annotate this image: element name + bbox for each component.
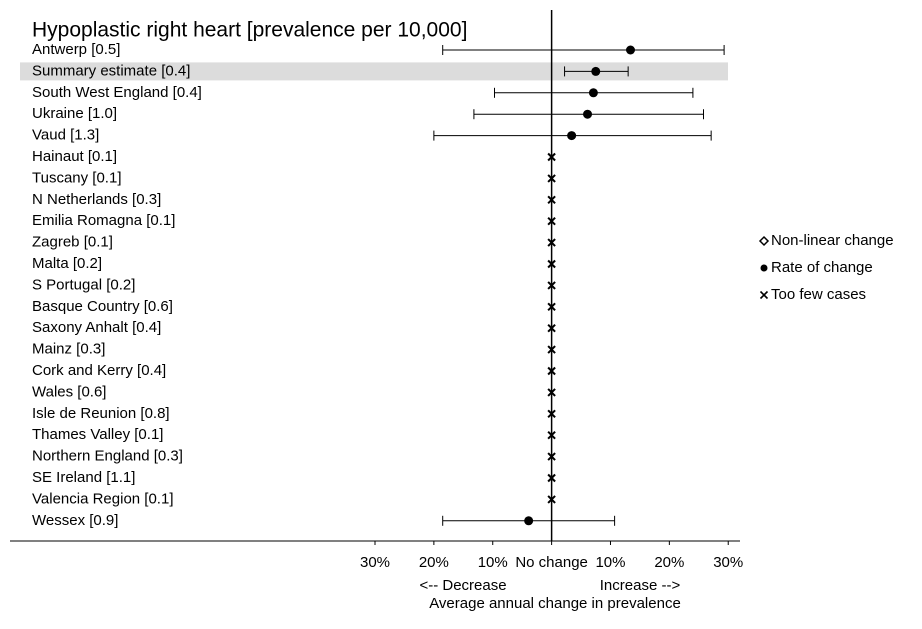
row-label: Zagreb [0.1] [32,234,113,251]
row-label: Basque Country [0.6] [32,298,173,315]
legend-label: Non-linear change [771,232,894,249]
estimate-point [583,109,593,119]
x-tick-label: 20% [419,554,449,571]
row-label: Summary estimate [0.4] [32,62,190,79]
row-label: Thames Valley [0.1] [32,426,163,443]
x-tick-label: 30% [713,554,743,571]
row-label: Cork and Kerry [0.4] [32,362,166,379]
row-label: Saxony Anhalt [0.4] [32,319,161,336]
x-tick-label: 30% [360,554,390,571]
row-label: N Netherlands [0.3] [32,191,161,208]
row-label: Wessex [0.9] [32,512,118,529]
too-few-marker [547,430,556,440]
row-label: Malta [0.2] [32,255,102,272]
estimate-point [591,66,601,76]
row-label: S Portugal [0.2] [32,276,135,293]
too-few-marker [547,366,556,376]
estimate-point [626,45,635,55]
row-label: Emilia Romagna [0.1] [32,212,175,229]
too-few-marker [547,345,556,354]
x-axis-label: Average annual change in prevalence [429,595,681,612]
row-label: Ukraine [1.0] [32,105,117,122]
legend-label: Rate of change [771,259,873,276]
x-tick-label: 10% [478,554,508,571]
row-label: Isle de Reunion [0.8] [32,405,170,422]
row-label: SE Ireland [1.1] [32,469,135,486]
decrease-label: <-- Decrease [419,577,506,594]
row-label: Antwerp [0.5] [32,41,120,58]
row-label: Tuscany [0.1] [32,169,122,186]
too-few-marker [547,473,556,483]
chart-title: Hypoplastic right heart [prevalence per … [32,19,467,42]
row-label: Hainaut [0.1] [32,148,117,165]
row-label: Valencia Region [0.1] [32,490,173,507]
x-tick-label: 10% [595,554,625,571]
too-few-marker [547,452,556,461]
too-few-marker [547,495,556,504]
too-few-marker [547,409,556,419]
too-few-marker [547,238,556,247]
x-tick-label: No change [515,554,588,571]
too-few-marker [547,174,556,183]
row-label: South West England [0.4] [32,84,202,101]
row-label: Vaud [1.3] [32,127,99,144]
too-few-marker [547,216,556,226]
too-few-marker [547,195,556,205]
row-label: Mainz [0.3] [32,341,105,358]
legend-label: Too few cases [771,286,866,303]
increase-label: Increase --> [600,577,681,594]
too-few-marker [547,323,556,333]
estimate-point [588,88,598,98]
legend-symbol [758,235,770,247]
legend-symbol [760,264,768,272]
legend-symbol [759,290,769,300]
row-label: Northern England [0.3] [32,448,183,465]
estimate-point [567,131,577,141]
too-few-marker [547,281,556,290]
x-tick-label: 20% [654,554,684,571]
estimate-point [524,516,534,526]
too-few-marker [547,388,556,397]
too-few-marker [547,302,556,312]
too-few-marker [547,259,556,269]
too-few-marker [547,152,556,162]
row-label: Wales [0.6] [32,383,106,400]
